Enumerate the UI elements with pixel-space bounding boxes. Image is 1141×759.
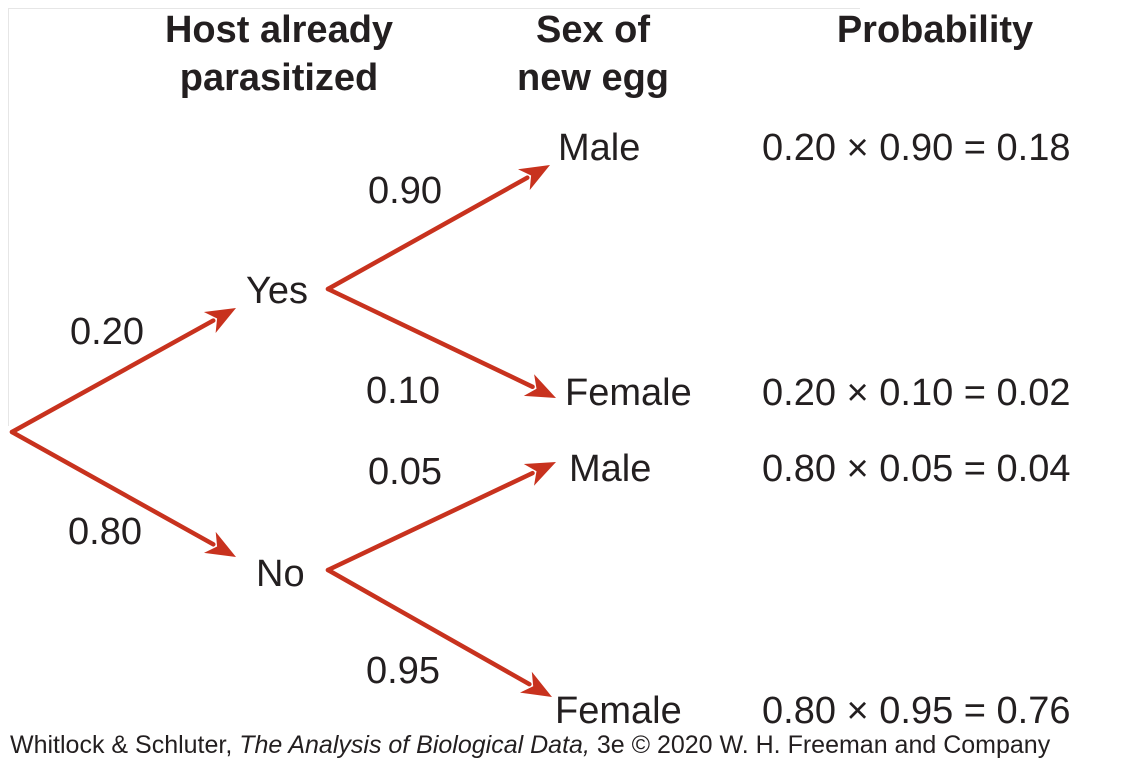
prob-yes-female: 0.10: [366, 370, 440, 412]
header-sex-line2: new egg: [516, 57, 670, 99]
prob-no-female: 0.95: [366, 650, 440, 692]
arrow-yes-to-female-shaft: [325, 286, 535, 390]
arrow-no-to-male-head: [523, 462, 556, 486]
product-yes-male: 0.20 × 0.90 = 0.18: [762, 127, 1071, 169]
header-host-line2: parasitized: [179, 57, 379, 99]
header-probability: Probability: [836, 9, 1034, 51]
prob-no: 0.80: [68, 511, 142, 553]
header-sex-line1: Sex of: [535, 9, 651, 51]
arrow-no-to-female-head: [520, 671, 552, 697]
credit-rest: 3e © 2020 W. H. Freeman and Company: [589, 731, 1051, 759]
header-host-parasitized: Host already parasitized: [148, 6, 410, 102]
arrow-yes-to-female-head: [523, 374, 556, 398]
node-male-1: Male: [558, 127, 641, 169]
header-host-line1: Host already: [164, 9, 394, 51]
prob-yes-male: 0.90: [368, 170, 442, 212]
header-sex-new-egg: Sex of new egg: [498, 6, 688, 102]
node-no: No: [256, 553, 305, 595]
arrow-no-to-male-shaft: [325, 470, 535, 573]
prob-yes: 0.20: [70, 311, 144, 353]
credit-line: Whitlock & Schluter, The Analysis of Bio…: [10, 733, 1050, 758]
arrow-no-to-female-shaft: [325, 567, 532, 687]
frame-left-line: [8, 8, 9, 426]
node-female-2: Female: [555, 690, 682, 732]
node-female-1: Female: [565, 372, 692, 414]
frame-top-line: [8, 8, 860, 9]
prob-no-male: 0.05: [368, 451, 442, 493]
credit-book-title: The Analysis of Biological Data,: [239, 731, 590, 759]
product-yes-female: 0.20 × 0.10 = 0.02: [762, 372, 1071, 414]
node-male-2: Male: [569, 448, 652, 490]
product-no-male: 0.80 × 0.05 = 0.04: [762, 448, 1071, 490]
arrow-yes-to-male-shaft: [325, 175, 530, 292]
credit-authors: Whitlock & Schluter,: [10, 731, 240, 759]
arrow-yes-to-male-head: [518, 165, 550, 191]
arrow-root-to-no-shaft: [9, 429, 216, 547]
arrow-root-to-yes-shaft: [9, 318, 216, 435]
arrow-root-to-no-head: [204, 531, 236, 557]
node-yes: Yes: [246, 270, 308, 312]
arrow-root-to-yes-head: [203, 308, 236, 333]
product-no-female: 0.80 × 0.95 = 0.76: [762, 690, 1071, 732]
